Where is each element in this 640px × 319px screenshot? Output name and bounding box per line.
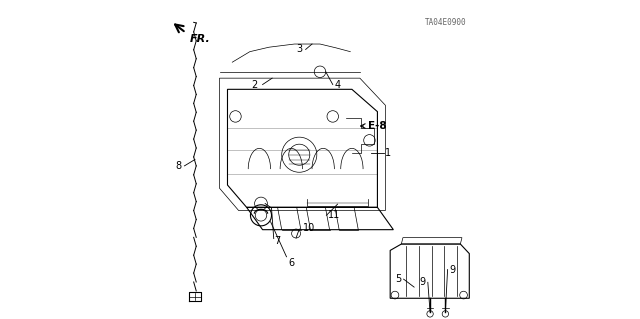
Text: 9: 9 <box>419 277 425 287</box>
Text: 1: 1 <box>385 148 392 158</box>
Text: 6: 6 <box>288 258 294 268</box>
Text: 3: 3 <box>296 44 303 55</box>
Text: 2: 2 <box>252 79 258 90</box>
Text: 11: 11 <box>328 210 340 220</box>
Text: 4: 4 <box>334 79 340 90</box>
Text: 7: 7 <box>274 236 280 246</box>
Text: 10: 10 <box>303 223 315 233</box>
Text: 5: 5 <box>395 274 401 284</box>
Text: 8: 8 <box>175 161 181 171</box>
Text: FR.: FR. <box>190 34 211 44</box>
Text: 9: 9 <box>449 264 455 275</box>
Text: TA04E0900: TA04E0900 <box>425 18 467 27</box>
Text: E-8: E-8 <box>369 121 387 131</box>
